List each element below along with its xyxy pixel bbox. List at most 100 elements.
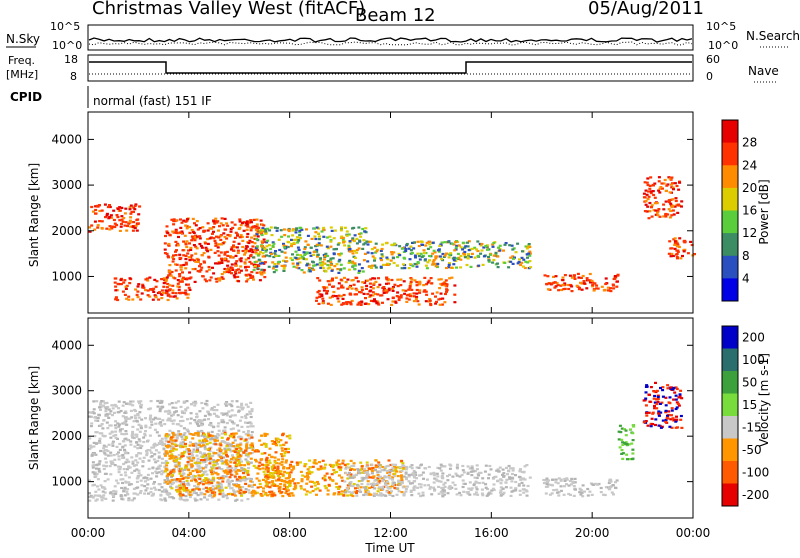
echo-cell <box>607 481 611 485</box>
echo-cell <box>649 425 653 428</box>
echo-cell <box>100 209 104 212</box>
echo-cell <box>410 464 414 467</box>
echo-cell <box>239 442 243 445</box>
echo-cell <box>98 460 102 463</box>
echo-cell <box>181 419 185 422</box>
echo-cell <box>677 245 681 249</box>
echo-cell <box>186 293 190 296</box>
echo-cell <box>291 229 295 232</box>
echo-cell <box>283 470 287 473</box>
echo-cell <box>207 255 211 258</box>
echo-cell <box>280 447 284 450</box>
echo-cell <box>620 438 624 441</box>
echo-cell <box>164 460 168 463</box>
echo-cell <box>189 412 193 415</box>
echo-cell <box>139 400 143 403</box>
echo-cell <box>416 262 420 265</box>
echo-cell <box>136 290 140 293</box>
echo-cell <box>296 246 300 249</box>
echo-cell <box>246 432 250 435</box>
echo-cell <box>127 465 131 468</box>
echo-cell <box>658 187 662 190</box>
echo-cell <box>448 262 451 265</box>
echo-cell <box>287 447 290 450</box>
echo-cell <box>253 234 257 237</box>
echo-cell <box>568 274 572 277</box>
echo-cell <box>569 483 573 486</box>
echo-cell <box>122 468 126 471</box>
echo-cell <box>186 468 190 471</box>
echo-cell <box>656 395 660 399</box>
echo-cell <box>281 433 285 436</box>
echo-cell <box>178 434 182 437</box>
echo-cell <box>314 245 318 248</box>
echo-cell <box>419 252 423 255</box>
echo-cell <box>649 192 653 195</box>
echo-cell <box>404 249 408 253</box>
echo-cell <box>152 458 156 461</box>
echo-cell <box>356 303 360 306</box>
echo-cell <box>116 207 120 210</box>
echo-cell <box>313 227 316 230</box>
echo-cell <box>393 472 397 475</box>
echo-cell <box>369 285 373 289</box>
echo-cell <box>345 302 349 306</box>
echo-cell <box>171 291 175 295</box>
echo-cell <box>94 475 98 478</box>
echo-cell <box>160 292 163 296</box>
echo-cell <box>210 467 214 470</box>
echo-cell <box>394 463 398 466</box>
echo-cell <box>92 453 96 456</box>
echo-cell <box>90 415 93 418</box>
echo-cell <box>504 486 508 489</box>
freq-tick-top: 18 <box>64 53 78 66</box>
echo-cell <box>101 400 105 403</box>
echo-cell <box>642 192 646 195</box>
echo-cell <box>170 496 174 499</box>
echo-cell <box>652 193 656 197</box>
echo-cell <box>265 461 269 464</box>
echo-cell <box>96 478 100 481</box>
echo-cell <box>239 406 243 409</box>
echo-cell <box>291 253 294 256</box>
echo-cell <box>349 484 353 487</box>
echo-cell <box>606 286 610 289</box>
echo-cell <box>182 472 186 475</box>
echo-cell <box>600 285 604 288</box>
echo-cell <box>671 388 675 391</box>
echo-cell <box>470 466 474 470</box>
echo-cell <box>92 445 96 448</box>
echo-cell <box>130 471 134 474</box>
echo-cell <box>318 461 321 464</box>
echo-cell <box>243 253 246 256</box>
echo-cell <box>178 491 182 494</box>
echo-cell <box>389 463 393 467</box>
echo-cell <box>488 464 492 468</box>
echo-cell <box>321 266 325 270</box>
echo-cell <box>374 465 378 469</box>
echo-cell <box>235 479 239 482</box>
echo-cell <box>337 271 341 274</box>
echo-cell <box>198 265 201 268</box>
echo-cell <box>244 438 248 441</box>
echo-cell <box>397 490 401 493</box>
echo-cell <box>240 402 244 405</box>
echo-cell <box>262 478 265 481</box>
echo-cell <box>203 439 207 442</box>
echo-cell <box>650 204 654 207</box>
echo-cell <box>193 400 197 403</box>
echo-cell <box>264 475 268 478</box>
echo-cell <box>348 250 352 253</box>
echo-cell <box>163 242 167 245</box>
echo-cell <box>657 424 661 427</box>
echo-cell <box>546 288 550 291</box>
echo-cell <box>395 470 399 473</box>
echo-cell <box>335 470 338 474</box>
echo-cell <box>166 232 170 235</box>
echo-cell <box>153 486 156 489</box>
echo-cell <box>433 262 437 265</box>
echo-cell <box>234 470 238 473</box>
echo-cell <box>120 222 123 226</box>
colorbar-tick-label: 20 <box>742 181 757 195</box>
echo-cell <box>518 489 522 492</box>
